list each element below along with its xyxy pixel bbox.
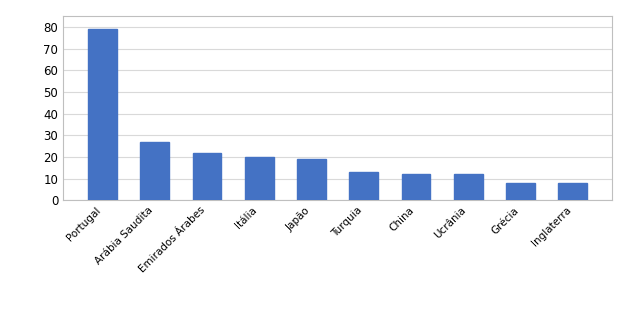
Bar	[245, 157, 274, 200]
Bar	[454, 174, 483, 200]
Bar	[192, 152, 221, 200]
Bar	[401, 174, 430, 200]
Bar	[506, 183, 535, 200]
Bar	[88, 29, 117, 200]
Bar	[140, 142, 169, 200]
Bar	[558, 183, 587, 200]
Bar	[297, 159, 326, 200]
Bar	[350, 172, 378, 200]
